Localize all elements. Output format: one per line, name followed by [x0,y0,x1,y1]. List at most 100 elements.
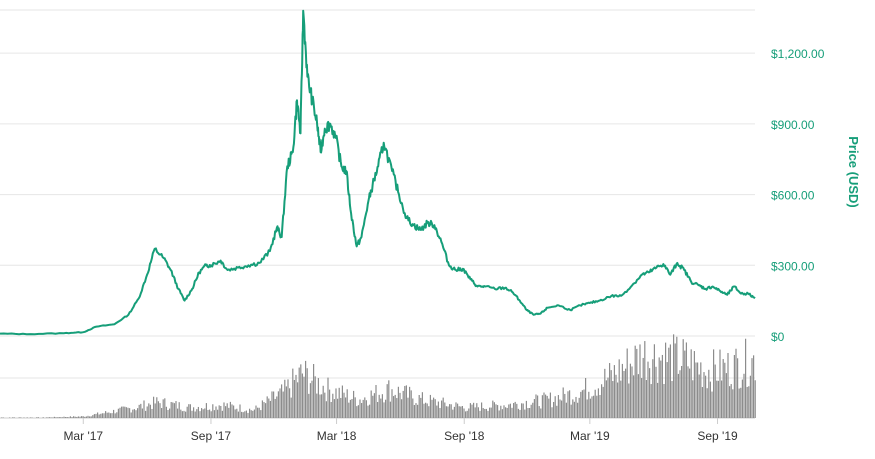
volume-bar [138,404,140,418]
volume-bar [76,416,78,418]
volume-bar [746,386,748,418]
volume-bar [258,407,260,418]
volume-bar [364,397,366,418]
volume-bar [1,417,3,418]
volume-bar [751,358,753,418]
volume-bar [173,403,175,418]
volume-bar [447,406,449,418]
volume-bar [599,395,601,418]
volume-bar [74,416,76,418]
volume-bar [111,413,113,418]
volume-bar [55,417,57,418]
volume-bar [362,399,364,418]
volume-bar [572,399,574,418]
volume-bar [676,336,678,418]
volume-bar [705,375,707,418]
volume-bar [228,407,230,418]
y-tick-label: $900.00 [771,118,815,132]
volume-bar [396,398,398,418]
volume-bar [439,407,441,418]
volume-bar [260,410,262,418]
volume-bar [461,406,463,418]
volume-bar [313,363,315,418]
volume-bar [100,413,102,418]
volume-bar [708,369,710,418]
volume-bar [60,417,62,418]
volume-bar [674,343,676,418]
volume-bar [689,368,691,418]
y-tick-label: $600.00 [771,189,815,203]
volume-bar [617,382,619,418]
volume-bar [210,411,212,418]
volume-bar [188,404,190,418]
volume-bar [90,416,92,418]
volume-bar [749,375,751,418]
volume-bar [740,387,742,418]
volume-bar [225,406,227,418]
volume-bar [527,407,529,418]
volume-bar [562,387,564,418]
volume-bar [261,400,263,418]
volume-bar [543,392,545,418]
volume-bar [561,400,563,418]
volume-bar [281,384,283,418]
volume-bar [653,344,655,418]
volume-bar [300,364,302,418]
volume-bar [455,402,457,418]
volume-bar [458,406,460,418]
volume-bar [407,397,409,418]
volume-bar [717,380,719,418]
volume-bar [383,402,385,418]
volume-bar [63,416,65,418]
volume-bar [146,406,148,418]
volume-bar [183,410,185,418]
volume-bar [341,385,343,418]
volume-bar [345,397,347,418]
volume-bar [57,417,59,418]
volume-bar [306,368,308,418]
volume-bar [285,386,287,418]
volume-bar [697,362,699,418]
volume-bar [589,398,591,418]
volume-bar [12,417,14,418]
volume-bar [357,405,359,418]
volume-bar [109,413,111,418]
volume-bar [199,411,201,418]
volume-bar [13,417,15,418]
volume-bar [359,399,361,418]
volume-bar [639,344,641,418]
volume-bar [157,401,159,418]
volume-bar [178,402,180,418]
volume-bar [570,404,572,418]
volume-bar [338,387,340,418]
volume-bar [327,377,329,418]
volume-bar [212,404,214,418]
volume-bar [594,389,596,418]
volume-bar [159,403,161,418]
volume-bar [484,408,486,418]
volume-bar [325,401,327,418]
volume-bar [540,408,542,418]
y-tick-label: $0 [771,330,785,344]
volume-bar [554,396,556,418]
volume-bar [253,409,255,418]
volume-bar [292,368,294,418]
volume-bar [581,390,583,418]
volume-bar [213,410,215,418]
volume-bar [133,409,135,418]
volume-bar [745,338,747,418]
volume-bar [282,391,284,418]
volume-bar [149,404,151,418]
volume-bar [612,381,614,418]
volume-bar [401,399,403,418]
volume-bar [415,403,417,418]
volume-bar [610,370,612,418]
volume-bar [645,380,647,418]
volume-bar [431,399,433,418]
volume-bar [514,401,516,418]
volume-bar [116,412,118,418]
volume-bar [481,402,483,418]
volume-bar [495,404,497,418]
volume-bar [50,417,52,418]
volume-bar [81,416,83,418]
